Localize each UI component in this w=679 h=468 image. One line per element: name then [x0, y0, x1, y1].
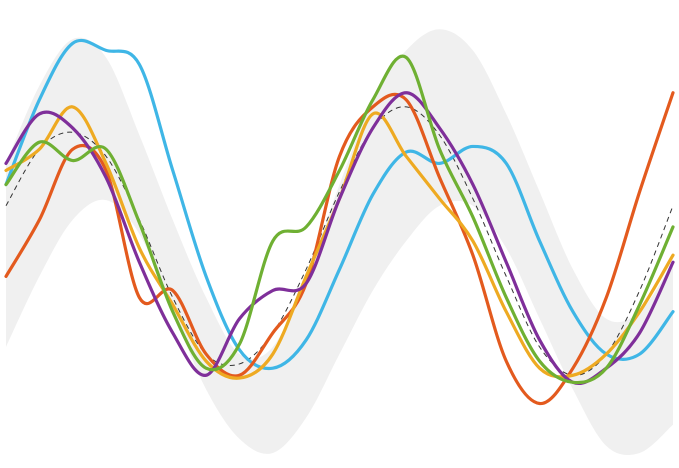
confidence-band-area: [6, 29, 673, 455]
confidence-band: [6, 29, 673, 455]
